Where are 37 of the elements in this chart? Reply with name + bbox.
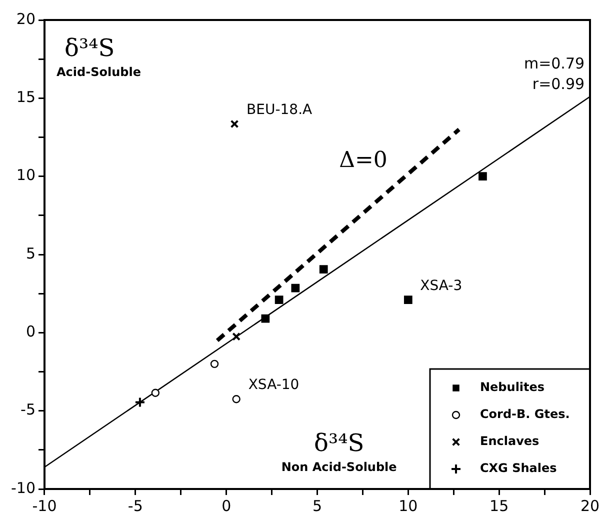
point bbox=[319, 265, 328, 274]
point bbox=[151, 388, 160, 397]
point bbox=[230, 120, 239, 128]
x-tick-label: 10 bbox=[398, 496, 418, 515]
y-axis-title: δ³⁴S Acid-Soluble bbox=[56, 34, 141, 79]
point bbox=[232, 395, 240, 404]
y-tick-label: 10 bbox=[16, 166, 36, 184]
x-tick-label: 5 bbox=[312, 496, 322, 515]
annotation: m=0.79 bbox=[524, 54, 585, 72]
x-axis-title: δ³⁴S Non Acid-Soluble bbox=[281, 429, 397, 474]
point bbox=[232, 332, 241, 341]
annotation: Δ=0 bbox=[339, 148, 388, 173]
x-tick-label: -5 bbox=[128, 496, 143, 515]
y-tick-label: 15 bbox=[16, 88, 36, 106]
legend-label: Cord-B. Gtes. bbox=[480, 407, 570, 422]
legend-label: CXG Shales bbox=[480, 461, 557, 476]
x-tick-label: 0 bbox=[222, 496, 232, 515]
legend-label: Nebulites bbox=[480, 380, 545, 394]
point bbox=[291, 284, 300, 292]
y-tick-label: 5 bbox=[26, 244, 36, 262]
x-tick-label: 15 bbox=[490, 496, 509, 515]
annotation: XSA-3 bbox=[420, 278, 462, 294]
point bbox=[134, 396, 146, 408]
point bbox=[274, 296, 284, 304]
annotation: XSA-10 bbox=[248, 377, 300, 394]
y-tick-label: 0 bbox=[26, 322, 36, 341]
legend-label: Enclaves bbox=[480, 434, 540, 448]
point bbox=[478, 172, 487, 181]
annotation: BEU-18.A bbox=[246, 102, 313, 118]
y-tick-label: -5 bbox=[20, 400, 36, 419]
point bbox=[404, 296, 412, 304]
point bbox=[210, 360, 219, 368]
annotation: r=0.99 bbox=[532, 74, 585, 93]
y-tick-label: 20 bbox=[16, 10, 36, 28]
y-tick-label: -10 bbox=[11, 478, 36, 497]
point bbox=[261, 314, 270, 323]
x-tick-label: 20 bbox=[580, 496, 600, 515]
